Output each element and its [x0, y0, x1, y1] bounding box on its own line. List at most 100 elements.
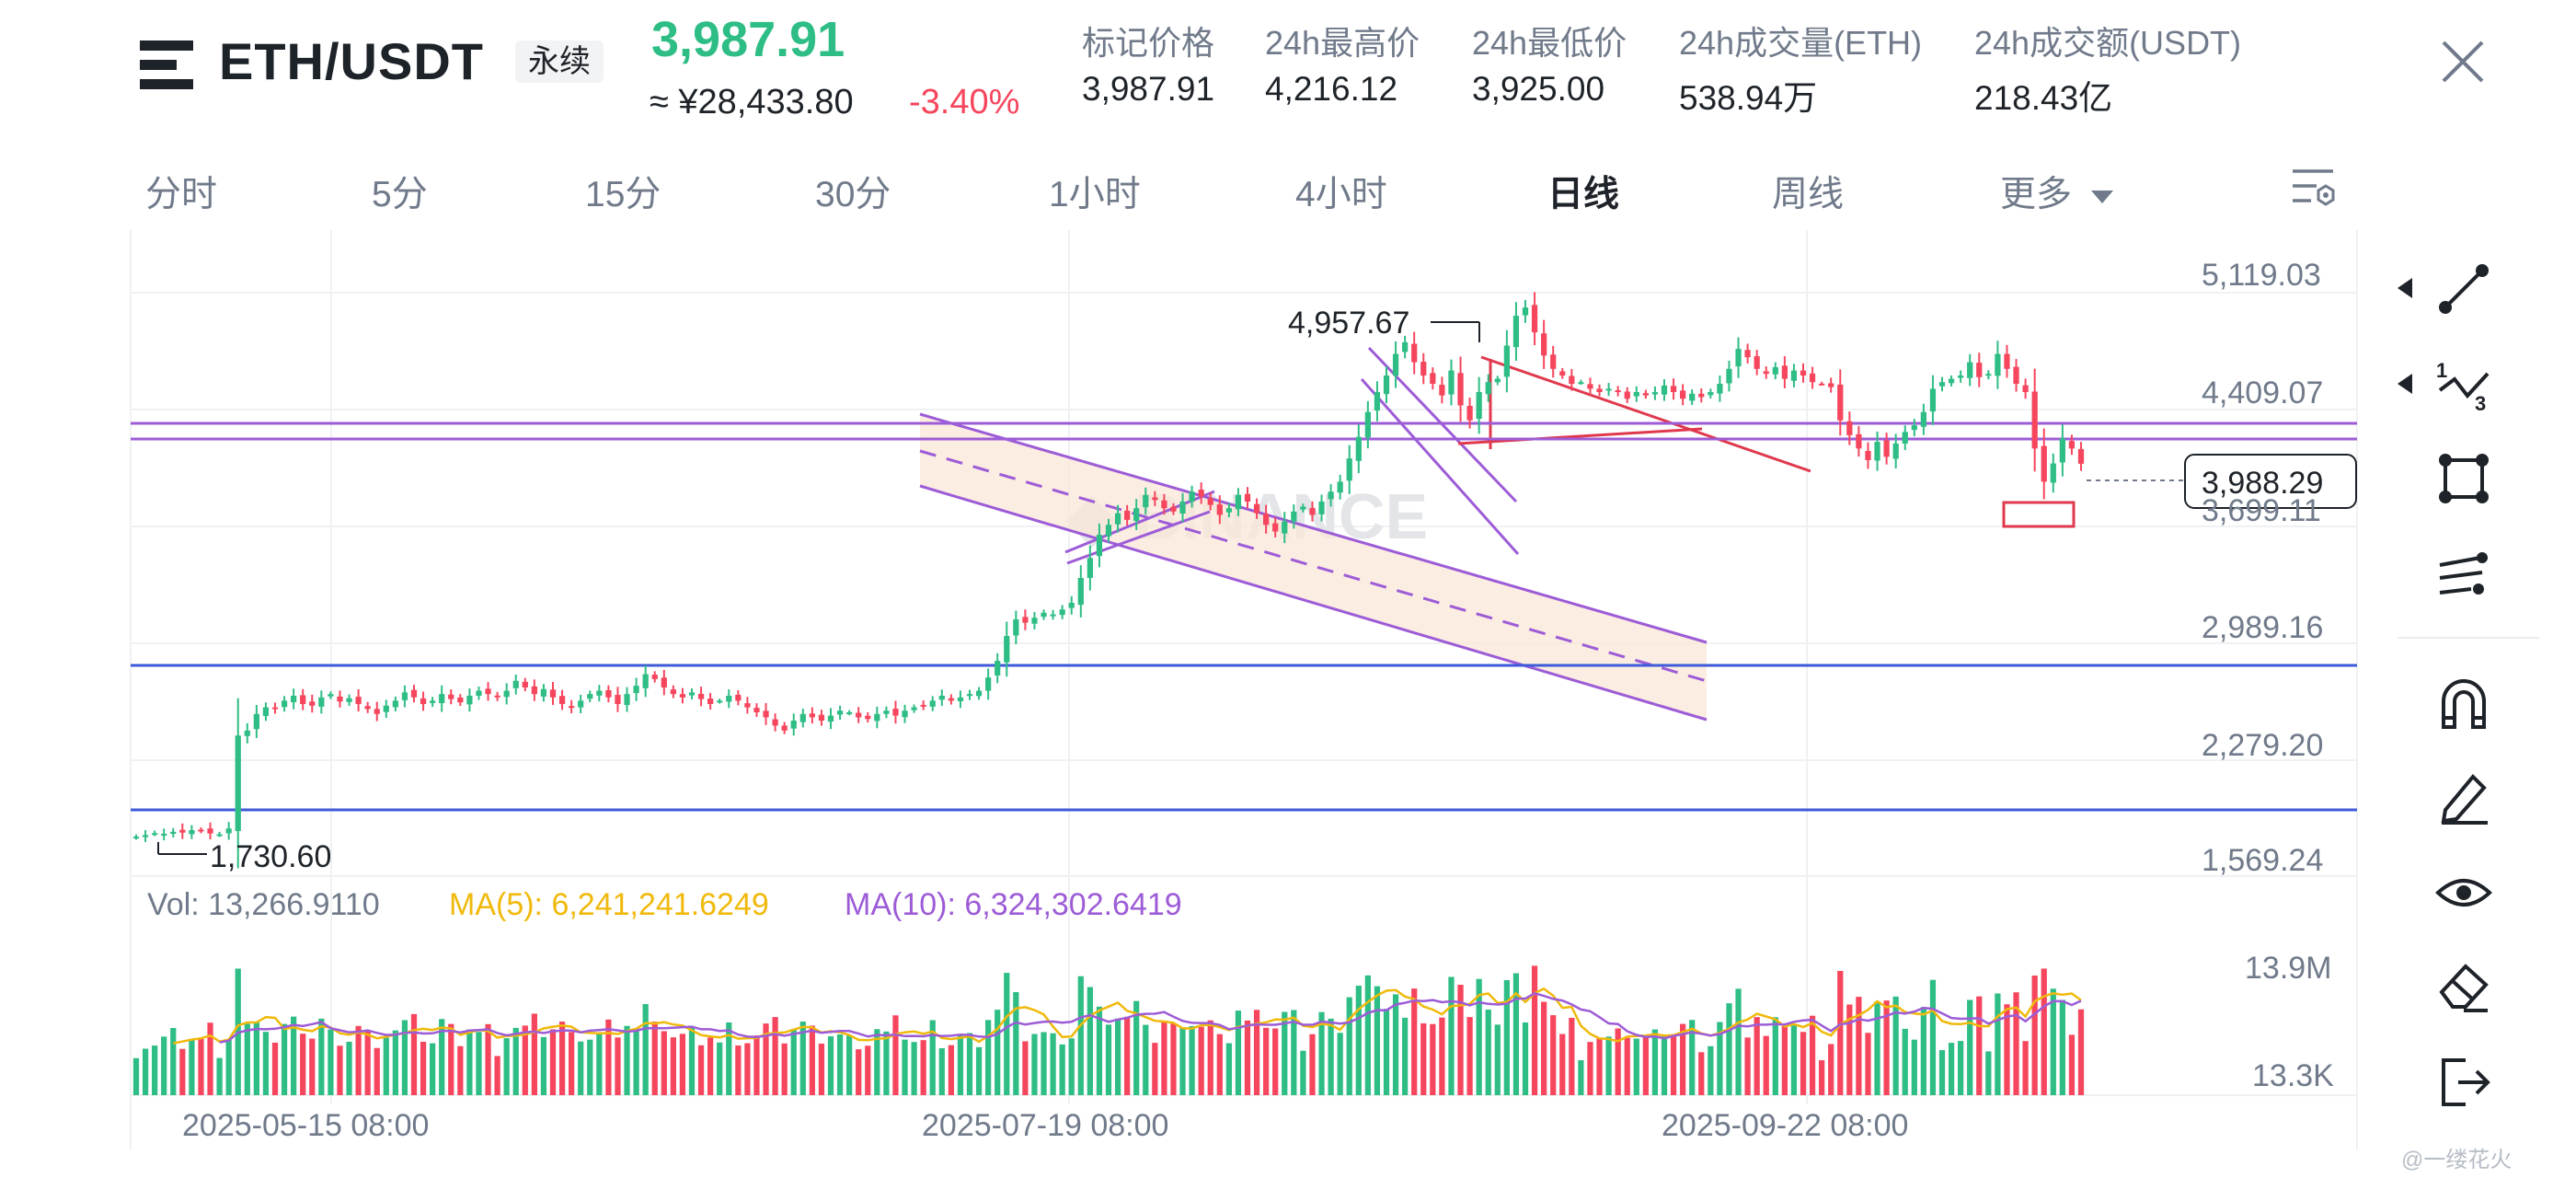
volume-bar — [642, 1004, 649, 1095]
expand-arrow-icon[interactable] — [2398, 278, 2412, 298]
expand-arrow-icon[interactable] — [2398, 374, 2412, 394]
candle-body — [1800, 370, 1807, 376]
svg-text:1: 1 — [2436, 359, 2447, 382]
volume-bar — [1096, 1006, 1103, 1095]
volume-bar — [1152, 1043, 1158, 1095]
mark-price-value: 3,987.91 — [1082, 70, 1215, 108]
fibonacci-icon[interactable]: 1 3 — [2434, 355, 2493, 414]
trend-line-icon[interactable] — [2434, 260, 2493, 318]
volume-bar — [549, 1029, 557, 1095]
volume-bar — [1559, 1034, 1566, 1095]
rectangle-icon[interactable] — [2434, 449, 2493, 508]
candle-body — [1494, 378, 1501, 383]
candle-body — [558, 696, 566, 704]
tab-1w[interactable]: 周线 — [1772, 175, 1845, 214]
candle-body — [1605, 388, 1612, 391]
volume-bar — [615, 1037, 621, 1095]
volume-bar — [1207, 1020, 1213, 1095]
candle-body — [291, 695, 297, 702]
candle-body — [790, 721, 797, 729]
exit-icon[interactable] — [2434, 1053, 2493, 1112]
candle-body — [1263, 514, 1270, 525]
candle-body — [596, 690, 603, 696]
tab-more[interactable]: 更多 — [2000, 166, 2113, 217]
candle-body — [1318, 502, 1325, 514]
volume-bar — [902, 1039, 908, 1095]
candle-body — [1976, 363, 1983, 377]
volume-bar — [1781, 1024, 1788, 1095]
candle-body — [198, 829, 204, 832]
pencil-icon[interactable] — [2434, 768, 2493, 826]
candle-body — [948, 698, 954, 701]
volume-bar — [1355, 986, 1362, 1095]
volume-bar — [865, 1045, 871, 1095]
candle-body — [865, 715, 871, 720]
candle-body — [1708, 392, 1714, 396]
tab-15m[interactable]: 15分 — [585, 175, 661, 214]
candle-body — [846, 711, 853, 714]
candle-body — [1624, 391, 1630, 399]
candle-body — [1651, 392, 1659, 395]
candle-body — [1892, 443, 1899, 459]
volume-tick: 13.3K — [2252, 1058, 2334, 1093]
tab-time-sharing[interactable]: 分时 — [145, 175, 218, 214]
close-icon[interactable] — [2438, 37, 2488, 87]
eraser-icon[interactable] — [2434, 955, 2493, 1014]
candle-body — [1337, 481, 1343, 493]
chart-settings-icon[interactable] — [2289, 162, 2339, 212]
volume-bar — [152, 1045, 158, 1095]
trading-pair-title[interactable]: ETH/USDT — [219, 32, 484, 90]
horizontal-levels[interactable] — [131, 422, 2357, 812]
candle-body — [1680, 390, 1686, 399]
volume-bar — [596, 1032, 603, 1095]
candle-body — [1522, 307, 1529, 316]
candle-body — [697, 693, 705, 699]
candle-body — [1300, 506, 1306, 510]
price-tick: 5,119.03 — [2202, 258, 2321, 293]
candle-body — [1865, 451, 1871, 460]
candle-body — [457, 697, 464, 703]
candlestick-chart[interactable]: ◆ BINANCE 4,957.67 1 — [0, 0, 2392, 1178]
volume-bar — [1013, 992, 1019, 1095]
tab-1h[interactable]: 1小时 — [1049, 175, 1141, 214]
candle-body — [392, 700, 398, 708]
svg-text:3: 3 — [2475, 392, 2486, 414]
cny-price: ≈ ¥28,433.80 — [650, 83, 854, 121]
volume-bar — [1022, 1041, 1029, 1095]
magnet-icon[interactable] — [2434, 674, 2493, 733]
volume-bar — [605, 1019, 612, 1095]
candle-body — [2077, 448, 2085, 464]
tab-4h[interactable]: 4小时 — [1295, 175, 1387, 214]
price-tick: 3,699.11 — [2202, 493, 2321, 528]
volume-bar — [995, 1010, 1001, 1095]
candle-body — [1133, 508, 1140, 521]
volume-bar — [1920, 1007, 1926, 1095]
highlight-box[interactable] — [2002, 501, 2076, 528]
red-triangle[interactable] — [1457, 355, 1811, 473]
candle-body — [1985, 374, 1992, 376]
candle-body — [1152, 497, 1158, 501]
parallel-channel-icon[interactable] — [2434, 545, 2493, 604]
descending-channel[interactable] — [919, 412, 1708, 722]
volume-bar — [439, 1019, 445, 1095]
eye-icon[interactable] — [2434, 863, 2493, 922]
candle-body — [1189, 491, 1195, 502]
tab-30m[interactable]: 30分 — [815, 175, 891, 214]
volume-bar — [2004, 1004, 2010, 1095]
candle-body — [1448, 370, 1455, 395]
candle-body — [1485, 382, 1491, 395]
candle-body — [2050, 463, 2056, 483]
tab-5m[interactable]: 5分 — [372, 175, 428, 214]
volume-bar — [753, 1035, 760, 1095]
candle-body — [1929, 388, 1937, 412]
volume-bar — [1004, 973, 1010, 1095]
candle-body — [1059, 609, 1065, 616]
candle-body — [1670, 386, 1677, 393]
candle-body — [642, 674, 649, 688]
volume-bar — [670, 1037, 676, 1095]
candle-body — [1207, 498, 1213, 505]
candle-body — [271, 707, 279, 710]
candle-body — [827, 715, 834, 722]
tab-1d[interactable]: 日线 — [1547, 175, 1620, 214]
volume-bar — [1105, 1024, 1112, 1095]
